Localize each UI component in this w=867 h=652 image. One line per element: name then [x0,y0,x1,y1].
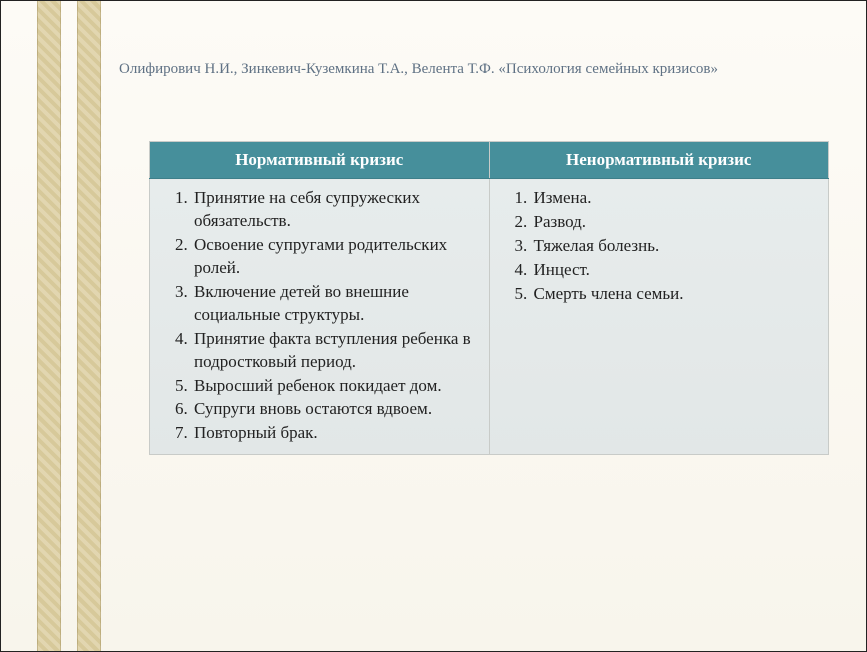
list-item: Повторный брак. [192,422,479,445]
slide: Олифирович Н.И., Зинкевич-Куземкина Т.А.… [0,0,867,652]
list-item: Измена. [532,187,819,210]
table-row: Принятие на себя супружеских обязательст… [150,179,829,455]
slide-title: Олифирович Н.И., Зинкевич-Куземкина Т.А.… [119,59,849,79]
col-header-non-normative: Ненормативный кризис [489,142,829,179]
cell-normative: Принятие на себя супружеских обязательст… [150,179,490,455]
cell-non-normative: Измена. Развод. Тяжелая болезнь. Инцест.… [489,179,829,455]
list-item: Инцест. [532,259,819,282]
decor-stripe-right [77,1,101,651]
normative-list: Принятие на себя супружеских обязательст… [154,187,479,445]
list-item: Выросший ребенок покидает дом. [192,375,479,398]
col-header-normative: Нормативный кризис [150,142,490,179]
list-item: Тяжелая болезнь. [532,235,819,258]
list-item: Смерть члена семьи. [532,283,819,306]
table-header-row: Нормативный кризис Ненормативный кризис [150,142,829,179]
list-item: Освоение супругами родительских ролей. [192,234,479,280]
crisis-table: Нормативный кризис Ненормативный кризис … [149,141,829,455]
list-item: Принятие факта вступления ребенка в подр… [192,328,479,374]
non-normative-list: Измена. Развод. Тяжелая болезнь. Инцест.… [494,187,819,306]
list-item: Принятие на себя супружеских обязательст… [192,187,479,233]
list-item: Развод. [532,211,819,234]
list-item: Супруги вновь остаются вдвоем. [192,398,479,421]
list-item: Включение детей во внешние социальные ст… [192,281,479,327]
decor-stripe-left [37,1,61,651]
